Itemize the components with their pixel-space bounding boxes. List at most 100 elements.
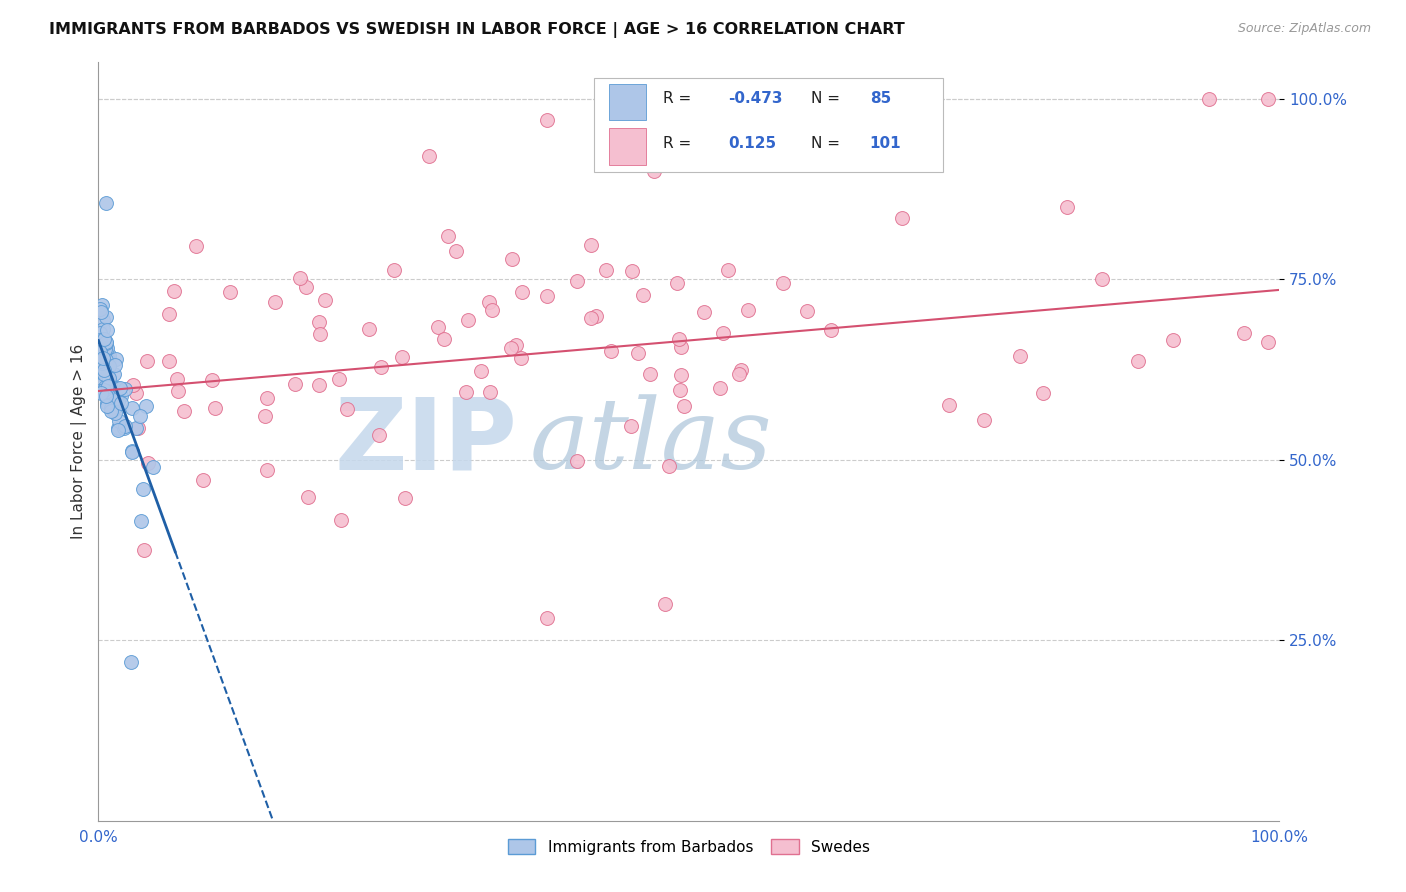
Point <box>98 351 121 366</box>
Point <box>105 381 128 395</box>
Point <box>93 365 115 379</box>
Point <box>329 513 352 527</box>
Text: ZIP: ZIP <box>335 393 517 490</box>
Point <box>457 312 479 326</box>
Point <box>1091 272 1114 286</box>
Point <box>104 359 127 373</box>
Point <box>114 382 136 396</box>
Point <box>394 491 416 506</box>
Text: 101: 101 <box>870 136 901 152</box>
Point <box>97 359 120 373</box>
Point <box>89 384 111 398</box>
Point <box>191 473 214 487</box>
Point <box>97 348 120 362</box>
Point <box>124 386 146 401</box>
Point <box>103 389 125 403</box>
Point <box>96 400 118 414</box>
Point <box>114 418 136 433</box>
Point <box>470 364 492 378</box>
Point <box>166 372 188 386</box>
Text: 0.125: 0.125 <box>728 136 776 152</box>
Point <box>89 335 111 350</box>
Text: 85: 85 <box>870 91 891 106</box>
Point <box>668 332 690 346</box>
Point <box>173 404 195 418</box>
Point <box>94 196 117 211</box>
Text: -0.473: -0.473 <box>728 91 782 106</box>
Point <box>309 327 332 342</box>
Point <box>730 363 752 377</box>
Point <box>1257 335 1279 350</box>
Point <box>127 420 149 434</box>
Point <box>108 414 131 428</box>
Point <box>129 515 152 529</box>
Point <box>658 459 681 474</box>
Point <box>433 332 456 346</box>
Point <box>110 395 132 409</box>
Point <box>357 322 380 336</box>
FancyBboxPatch shape <box>595 78 943 172</box>
Point <box>98 384 121 399</box>
Point <box>1198 91 1220 105</box>
Point <box>672 399 695 413</box>
Point <box>290 270 312 285</box>
Point <box>94 336 117 351</box>
Point <box>96 395 118 409</box>
Point <box>600 344 623 359</box>
Point <box>1056 200 1078 214</box>
Point <box>727 367 749 381</box>
Point <box>1257 91 1279 105</box>
Point <box>631 288 654 302</box>
Point <box>157 307 180 321</box>
Point <box>96 355 118 369</box>
Point <box>128 409 150 423</box>
Point <box>1126 354 1149 368</box>
Point <box>1032 385 1054 400</box>
Point <box>1161 333 1184 347</box>
Point <box>643 163 665 178</box>
Point <box>100 401 122 415</box>
Point <box>96 342 118 356</box>
Point <box>328 372 350 386</box>
Point <box>104 406 127 420</box>
Point <box>382 263 405 277</box>
Point <box>295 280 318 294</box>
Point <box>90 376 112 391</box>
Point <box>501 341 523 355</box>
Point <box>96 351 118 365</box>
Point <box>890 211 912 225</box>
Point <box>108 381 131 395</box>
Point <box>284 376 307 391</box>
Point <box>308 377 330 392</box>
Point <box>565 454 588 468</box>
Point <box>666 276 689 290</box>
Point <box>157 354 180 368</box>
Text: R =: R = <box>664 91 692 106</box>
Point <box>103 400 125 414</box>
Point <box>125 421 148 435</box>
Point <box>91 322 114 336</box>
Point <box>96 323 118 337</box>
Point <box>107 394 129 409</box>
Point <box>579 237 602 252</box>
Point <box>454 385 477 400</box>
Point <box>621 264 644 278</box>
Text: atlas: atlas <box>530 394 772 489</box>
Point <box>93 384 115 398</box>
Point <box>204 401 226 415</box>
Point <box>121 445 143 459</box>
Text: N =: N = <box>811 136 839 152</box>
Point <box>100 403 122 417</box>
Point <box>505 337 527 351</box>
Point <box>820 323 842 337</box>
Point <box>308 315 330 329</box>
Point <box>711 326 734 341</box>
Point <box>96 310 118 325</box>
Point <box>135 354 157 368</box>
Point <box>132 543 155 558</box>
Point <box>256 391 278 405</box>
Point <box>89 326 111 340</box>
Point <box>671 368 693 382</box>
Point <box>121 655 143 669</box>
Point <box>314 293 336 308</box>
